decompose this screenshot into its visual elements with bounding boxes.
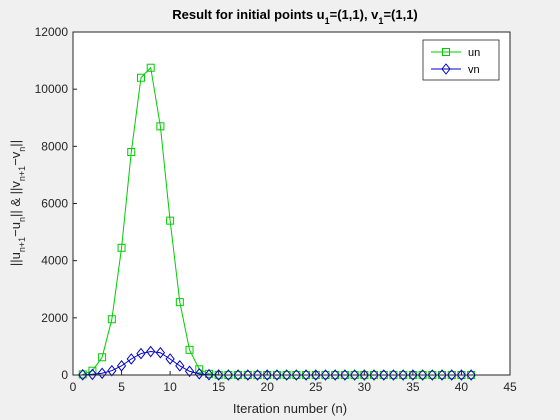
vn-point [97, 367, 107, 380]
vn-point [311, 369, 321, 381]
vn-point [252, 369, 263, 381]
vn-point [417, 369, 428, 381]
vn-point [107, 364, 117, 377]
x-tick-label: 25 [309, 380, 323, 394]
vn-point [301, 369, 311, 381]
text-part: −v [8, 151, 23, 166]
text-part: =(1,1), v [330, 7, 380, 22]
un-point [146, 63, 155, 72]
legend-marker [442, 48, 450, 56]
plot-area [73, 32, 510, 375]
x-tick-label: 15 [212, 380, 226, 394]
vn-point [437, 369, 447, 381]
text-part: 1 [378, 16, 383, 26]
legend-label: vn [468, 64, 480, 76]
vn-point [78, 369, 88, 381]
vn-point [388, 369, 399, 381]
text-part: 1 [325, 16, 330, 26]
un-point [175, 298, 184, 307]
vn-point [155, 346, 166, 359]
text-part: n+1 [17, 237, 27, 252]
y-tick-label: 10000 [35, 82, 69, 96]
text-part: n+1 [17, 166, 27, 181]
un-point [195, 365, 204, 374]
y-tick-label: 4000 [41, 254, 68, 268]
x-tick-label: 0 [70, 380, 77, 394]
vn-point [408, 369, 418, 381]
legend-label: un [468, 47, 480, 59]
y-axis-label: ||un+1−un|| & ||vn+1−vn|| [8, 140, 27, 266]
x-tick-label: 35 [406, 380, 420, 394]
vn-point [165, 353, 175, 365]
vn-point [456, 369, 467, 381]
x-tick-label: 20 [261, 380, 275, 394]
vn-point [359, 369, 369, 381]
chart-title: Result for initial points u1=(1,1), v1=(… [172, 7, 418, 26]
vn-point [466, 369, 476, 381]
vn-point [369, 369, 379, 381]
un-point [185, 345, 194, 354]
y-tick-label: 2000 [41, 311, 68, 325]
vn-point [214, 369, 224, 381]
vn-point [320, 369, 331, 381]
text-part: n [17, 147, 27, 152]
text-part: −u [8, 222, 23, 237]
y-tick-label: 6000 [41, 197, 68, 211]
x-tick-label: 45 [503, 380, 517, 394]
vn-point [184, 365, 195, 378]
un-point [127, 148, 136, 157]
vn-point [146, 345, 156, 358]
vn-point [291, 369, 301, 381]
text-part: =(1,1) [383, 7, 417, 22]
vn-point [398, 369, 408, 381]
vn-point [349, 369, 360, 381]
vn-point [262, 369, 272, 381]
legend-marker [441, 63, 451, 75]
legend-box [422, 39, 500, 81]
vn-point [447, 369, 457, 381]
plot-frame [72, 31, 511, 376]
text-part: ||u [8, 252, 23, 266]
x-tick-label: 10 [163, 380, 177, 394]
y-tick-label: 12000 [35, 25, 69, 39]
vn-point [175, 360, 185, 372]
vn-point [136, 347, 146, 360]
vn-point [272, 369, 282, 381]
vn-point [233, 369, 243, 381]
vn-point [126, 353, 136, 365]
text-part: n [17, 217, 27, 222]
un-point [156, 122, 165, 131]
y-tick-label: 8000 [41, 139, 68, 153]
x-tick-label: 40 [455, 380, 469, 394]
vn-point [330, 369, 340, 381]
vn-point [204, 368, 214, 381]
vn-point [243, 369, 253, 381]
vn-point [223, 369, 234, 381]
vn-point [340, 369, 350, 381]
text-part: || [8, 140, 23, 147]
un-point [136, 73, 145, 82]
vn-point [427, 369, 437, 381]
text-part: Result for initial points u [172, 7, 324, 22]
text-part: || & ||v [8, 181, 23, 217]
x-tick-label: 30 [358, 380, 372, 394]
y-tick-label: 0 [61, 368, 68, 382]
x-axis-label: Iteration number (n) [233, 401, 347, 416]
vn-point [379, 369, 389, 381]
un-point [117, 243, 126, 252]
vn-point [116, 360, 127, 372]
un-point [98, 353, 107, 362]
un-point [107, 315, 116, 324]
vn-point [194, 368, 204, 380]
x-tick-label: 5 [118, 380, 125, 394]
vn-point [282, 369, 292, 381]
vn-point [87, 368, 98, 381]
legend: un vn [422, 39, 500, 81]
un-point [166, 216, 175, 225]
